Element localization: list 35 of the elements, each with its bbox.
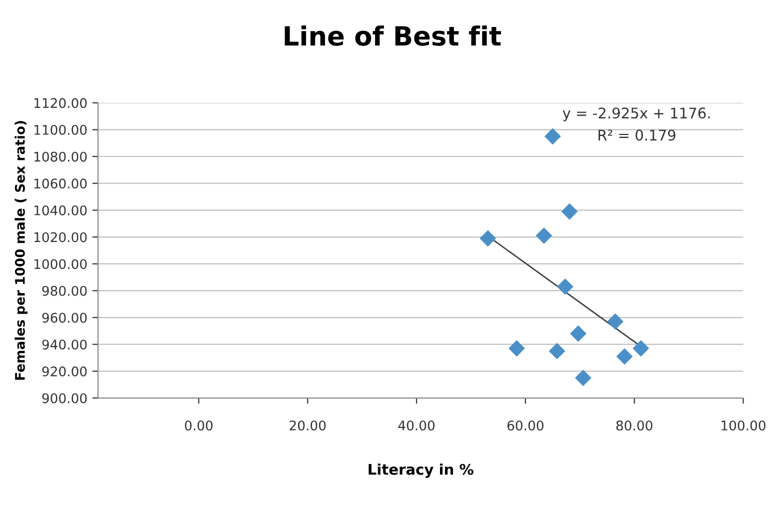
y-tick-label: 980.00 [42, 286, 87, 296]
y-tick-label: 1100.00 [34, 124, 87, 135]
point [536, 227, 552, 244]
chart-title: Line of Best fit [284, 25, 501, 46]
point [508, 340, 525, 357]
y-tick-label: 1020.00 [34, 232, 87, 242]
y-tick-label: 1120.00 [34, 98, 87, 108]
y-tick-label: 900.00 [42, 393, 87, 404]
point [480, 230, 496, 247]
y-tick-label: 1060.00 [34, 178, 87, 189]
y-tick-label: 920.00 [42, 366, 87, 376]
point [607, 313, 624, 330]
point [616, 348, 633, 365]
x-tick-label: 40.00 [398, 420, 435, 430]
point [632, 340, 650, 357]
point [561, 203, 578, 220]
y-tick-label: 940.00 [42, 340, 87, 350]
y-axis-title: Females per 1000 male ( Sex ratio) [14, 121, 28, 380]
y-tick-label: 1040.00 [34, 205, 87, 216]
x-axis-title: Literacy in % [368, 464, 474, 478]
x-tick-label: 60.00 [507, 420, 544, 430]
x-tick-label: 100.00 [722, 420, 766, 430]
annotation: R² = 0.179 [598, 130, 676, 141]
y-tick-label: 1000.00 [34, 259, 87, 270]
annotation: y = -2.925x + 1176. [562, 108, 710, 122]
y-tick-label: 1080.00 [34, 152, 87, 162]
point [544, 128, 561, 145]
y-tick-label: 960.00 [42, 312, 87, 323]
point [548, 342, 566, 360]
point [574, 370, 592, 386]
point [556, 278, 574, 295]
point [570, 325, 586, 342]
x-tick-label: 20.00 [290, 420, 326, 430]
x-tick-label: 80.00 [616, 420, 652, 430]
x-tick-label: 0.00 [184, 420, 213, 430]
